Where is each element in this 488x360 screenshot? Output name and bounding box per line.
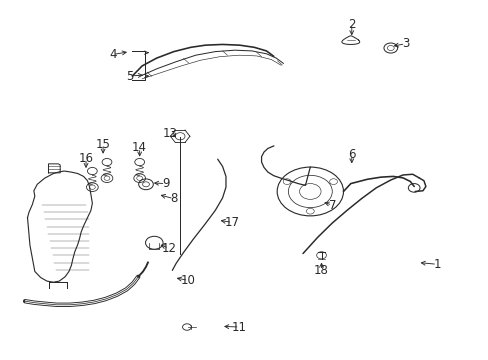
Text: 4: 4	[109, 48, 116, 61]
Text: 1: 1	[432, 258, 440, 271]
Text: 8: 8	[170, 192, 177, 205]
Text: 11: 11	[232, 320, 246, 333]
Text: 9: 9	[162, 177, 169, 190]
Text: 15: 15	[96, 138, 110, 150]
Text: 2: 2	[347, 18, 355, 31]
Text: 5: 5	[126, 69, 133, 82]
Text: 18: 18	[313, 264, 328, 277]
Text: 13: 13	[163, 127, 178, 140]
Text: 14: 14	[132, 141, 147, 154]
Text: 12: 12	[161, 242, 176, 255]
Text: 16: 16	[79, 152, 93, 165]
Text: 3: 3	[401, 37, 408, 50]
Text: 10: 10	[181, 274, 196, 287]
Text: 6: 6	[347, 148, 355, 161]
Text: 17: 17	[224, 216, 239, 229]
Text: 7: 7	[328, 199, 335, 212]
